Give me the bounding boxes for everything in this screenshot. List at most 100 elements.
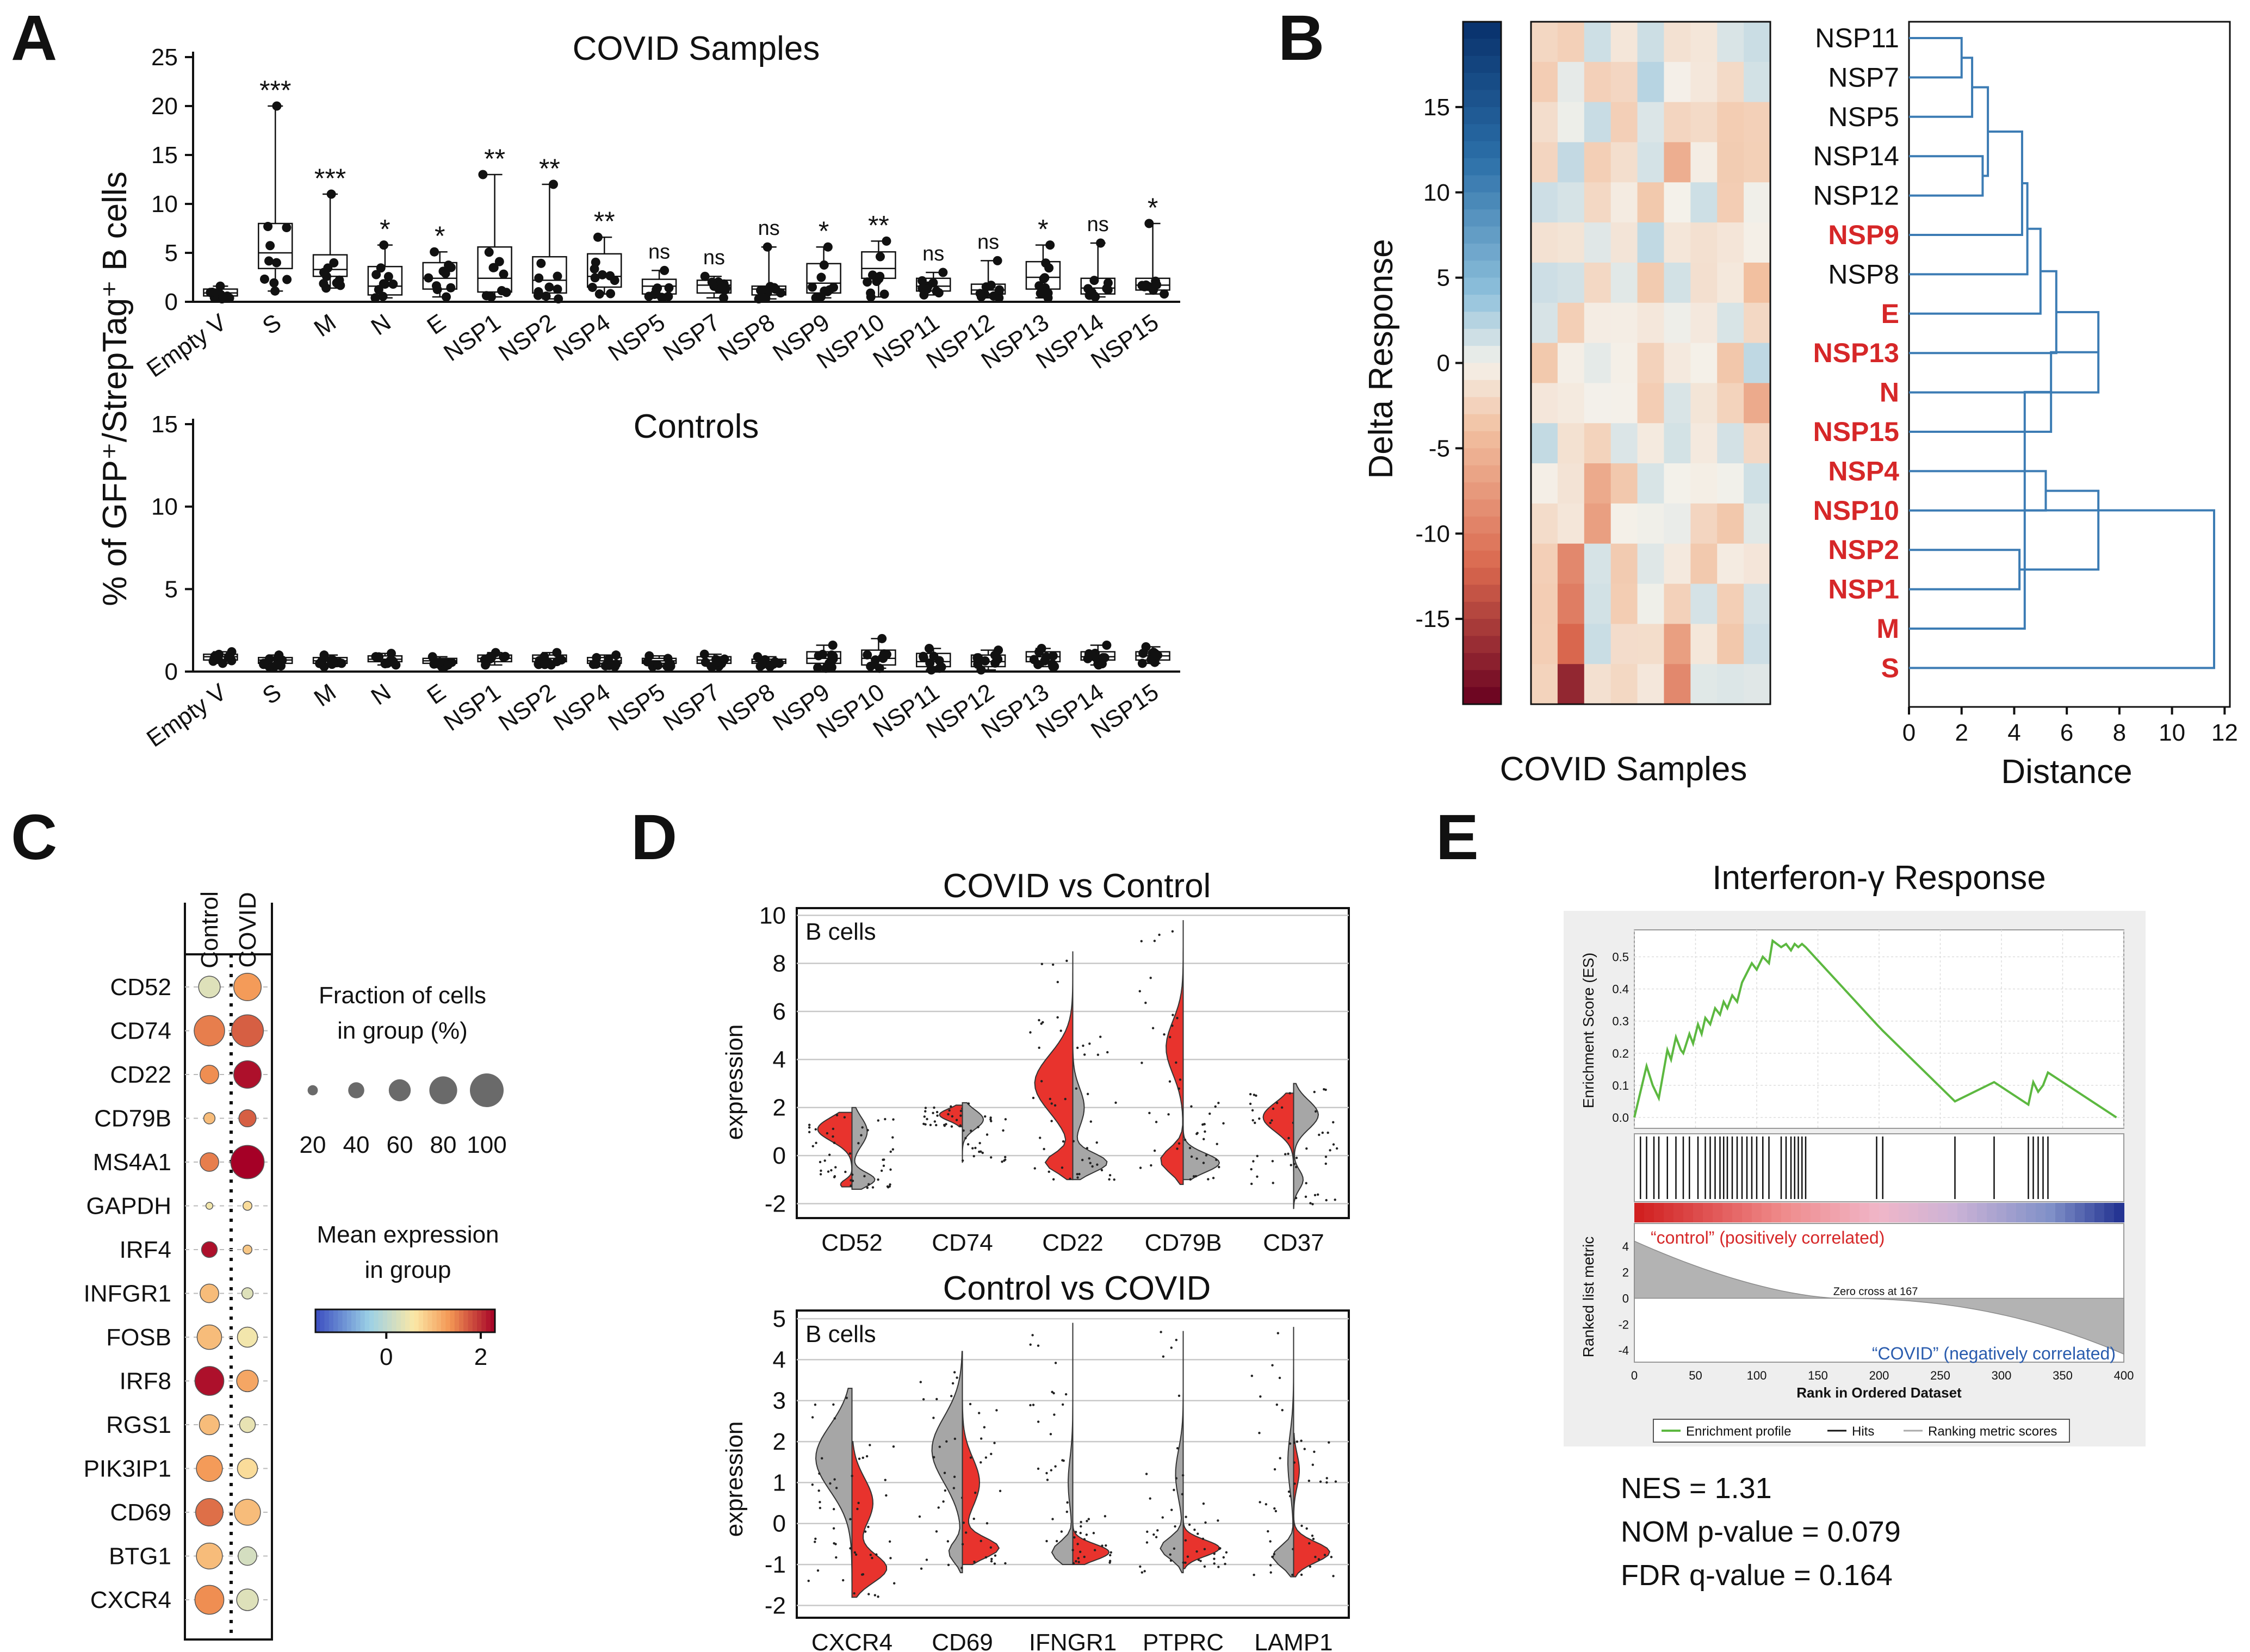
D_top-cell-point	[1177, 1142, 1181, 1145]
colorbar-segment	[1463, 687, 1501, 705]
A_bottom-point	[427, 652, 437, 662]
D_bottom-cell-point	[1061, 1403, 1064, 1406]
A_top-point	[259, 274, 269, 284]
A_bottom-point	[937, 662, 946, 672]
D_top-cell-point	[1208, 1112, 1211, 1115]
D_top-cell-point	[924, 1123, 927, 1126]
D_bottom-cell-point	[1269, 1564, 1272, 1567]
color-legend-segment	[423, 1309, 429, 1332]
D_bottom-cell-point	[816, 1569, 820, 1572]
heatmap-cell	[1717, 61, 1744, 103]
D_bottom-cell-point	[885, 1494, 888, 1497]
D_bottom-cell-point	[832, 1403, 835, 1406]
D_bottom-cell-point	[851, 1475, 853, 1477]
D_bottom-cell-point	[1066, 1501, 1069, 1504]
D_top-cell-point	[1269, 1121, 1272, 1125]
D_bottom-cell-point	[1045, 1539, 1048, 1543]
heatmap-cell	[1637, 222, 1665, 263]
color-legend-segment	[364, 1309, 370, 1332]
D_top-cell-point	[889, 1183, 891, 1186]
heatmap-cell	[1557, 262, 1585, 303]
D_bottom-cell-point	[1311, 1534, 1314, 1537]
D_top-violin-half	[962, 1102, 984, 1163]
gsea-xtick-label: 150	[1808, 1369, 1828, 1382]
metric-ytick-label: 0	[1622, 1292, 1629, 1306]
D_top-cell-point	[1029, 1031, 1032, 1034]
colorbar-segment	[1463, 499, 1501, 517]
D_bottom-cell-point	[1204, 1521, 1207, 1524]
D_top-cell-point	[1293, 1163, 1296, 1165]
heatmap-cell	[1557, 222, 1585, 263]
D_bottom-cell-point	[1265, 1503, 1268, 1506]
A_top-point	[1036, 289, 1045, 299]
D_top-cell-point	[989, 1118, 992, 1121]
dotplot-gene-label: MS4A1	[93, 1149, 171, 1176]
heatmap-cell	[1531, 22, 1558, 63]
A_top-point	[553, 284, 562, 294]
D_bottom-cell-point	[985, 1522, 989, 1525]
D_top-cell-point	[1083, 1053, 1086, 1056]
D_bottom-cell-point	[1293, 1482, 1296, 1485]
dendrogram-leaf-label: NSP10	[1813, 495, 1899, 526]
D_top-cell-point	[1065, 959, 1068, 962]
es-ytick-label: 0.1	[1612, 1079, 1629, 1092]
D_top-cell-point	[981, 1151, 984, 1154]
dendrogram-link	[1909, 310, 2100, 394]
D_bottom-cell-point	[961, 1543, 964, 1546]
A_top-ytick-label: 25	[151, 44, 178, 71]
A_top-point	[754, 294, 764, 304]
A_top-point	[590, 273, 600, 283]
D_bottom-cell-point	[995, 1409, 998, 1412]
D_bottom-cell-point	[1177, 1394, 1181, 1397]
D_bottom-cell-point	[1267, 1530, 1269, 1533]
D_bottom-cell-point	[1092, 1532, 1095, 1535]
heatmap-cell	[1744, 182, 1771, 223]
color-legend-frame	[314, 1308, 496, 1333]
D_bottom-cell-point	[1065, 1510, 1068, 1513]
A_top-significance: *	[1038, 214, 1048, 245]
heatmap-cell	[1664, 343, 1691, 384]
A_bottom-point	[552, 648, 562, 657]
heatmap-cell	[1531, 383, 1558, 424]
heatmap-cell	[1717, 423, 1744, 464]
heatmap-cell	[1690, 343, 1718, 384]
heatmap-cell	[1531, 423, 1558, 464]
D_top-cell-point	[1196, 1132, 1199, 1134]
A_bottom-point	[712, 657, 722, 667]
size-legend-label: 20	[300, 1132, 326, 1158]
D_top-cell-point	[1138, 990, 1141, 992]
colorbar-segment	[1463, 260, 1501, 278]
dendrogram-xtick-label: 0	[1902, 719, 1916, 746]
es-ylabel: Enrichment Score (ES)	[1580, 953, 1597, 1108]
D_top-cell-point	[1305, 1147, 1308, 1150]
heatmap-cell	[1610, 302, 1638, 344]
color-legend-tick-label: 2	[474, 1344, 487, 1370]
heatmap-cell	[1664, 463, 1691, 504]
D_bottom-cell-point	[1071, 1549, 1074, 1551]
heatmap-cell	[1717, 383, 1744, 424]
D_bottom-cell-point	[918, 1515, 921, 1518]
heatmap-cell	[1610, 543, 1638, 585]
rank-color-bar	[1683, 1203, 1694, 1222]
heatmap-cell	[1584, 222, 1611, 263]
colorbar-segment	[1463, 243, 1501, 262]
A_bottom-point	[487, 653, 497, 662]
dendrogram-leaf-label: E	[1881, 299, 1899, 329]
D_bottom-cell-point	[1201, 1537, 1205, 1540]
rank-color-bar	[2006, 1203, 2017, 1222]
D_top-cell-point	[932, 1111, 934, 1114]
panel-c-color-title-1: Mean expression	[317, 1221, 499, 1248]
D_bottom-cell-point	[1169, 1559, 1173, 1562]
heatmap-cell	[1557, 543, 1585, 585]
D_top-cell-point	[1072, 1140, 1075, 1142]
dendrogram-leaf-label: NSP13	[1813, 338, 1899, 368]
D_top-cell-point	[1325, 1198, 1328, 1202]
D_top-violin-half	[817, 1111, 853, 1188]
A_top-point	[1144, 219, 1154, 228]
D_bottom-violin-half	[1293, 1433, 1331, 1578]
A_top-point	[388, 280, 398, 289]
D_top-cell-point	[1218, 1166, 1220, 1169]
D_top-cell-point	[1163, 1033, 1166, 1036]
A_top-xtick-label: E	[422, 309, 450, 340]
D_bottom-cell-point	[864, 1530, 867, 1533]
